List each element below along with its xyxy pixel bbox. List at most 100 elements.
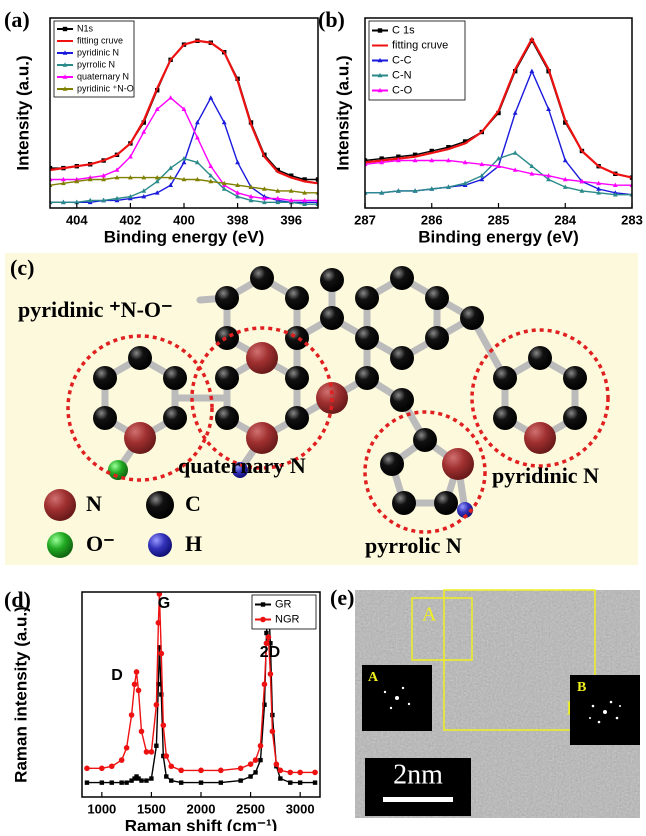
- data-point: [168, 763, 174, 769]
- legend-label: GR: [275, 598, 292, 610]
- data-point: [278, 768, 284, 774]
- y-axis-label: Raman intensity (a.u.): [11, 606, 30, 783]
- x-tick-label: 1000: [87, 801, 116, 816]
- data-point: [235, 160, 240, 164]
- chart-panel: 10001500200025003000Raman shift (cm⁻¹)Ra…: [4, 587, 320, 831]
- panel-label: (b): [318, 7, 345, 32]
- data-point: [258, 743, 264, 749]
- legend-label: N: [86, 491, 102, 516]
- legend-label: fitting cruve: [392, 39, 448, 51]
- x-tick-label: 287: [354, 212, 376, 227]
- data-point: [169, 778, 173, 782]
- inset-label: A: [368, 670, 379, 685]
- data-point: [219, 780, 223, 784]
- data-point: [154, 702, 160, 708]
- data-point: [312, 770, 318, 776]
- data-point: [313, 780, 317, 784]
- data-point: [161, 722, 167, 728]
- data-point: [248, 761, 254, 767]
- data-point: [297, 770, 303, 776]
- scale-bar: [383, 797, 453, 802]
- legend-label: C: [185, 491, 201, 516]
- data-point: [266, 634, 272, 640]
- legend-label: H: [185, 531, 202, 556]
- data-point: [262, 681, 268, 687]
- x-tick-label: 402: [120, 212, 142, 227]
- legend-label: fitting cruve: [77, 35, 123, 45]
- legend-label: C-O: [392, 84, 413, 96]
- data-point: [139, 729, 145, 735]
- data-point: [238, 766, 244, 772]
- data-point: [238, 778, 242, 782]
- peak-label: 2D: [260, 644, 280, 661]
- x-tick-label: 283: [621, 212, 643, 227]
- data-point: [110, 780, 114, 784]
- site-label: pyridinic ⁺N-O⁻: [18, 297, 173, 322]
- data-point: [164, 774, 168, 778]
- data-point: [129, 712, 135, 718]
- series-line: [87, 604, 315, 782]
- panel-label: (d): [4, 587, 31, 612]
- x-tick-label: 285: [488, 212, 510, 227]
- chart-panel: 287286285284283Binding energy (eV)Intens…: [318, 7, 643, 246]
- series-line: [50, 98, 318, 201]
- data-point: [154, 744, 158, 748]
- data-point: [178, 768, 184, 774]
- structure-panel: (c) pyridinic ⁺N-O⁻ quaternary N pyrroli…: [5, 253, 638, 565]
- panel-label: (a): [4, 7, 30, 32]
- x-tick-label: 3000: [286, 801, 315, 816]
- x-tick-label: 284: [554, 212, 576, 227]
- x-tick-label: 398: [227, 212, 249, 227]
- figure: (c) pyridinic ⁺N-O⁻ quaternary N pyrroli…: [0, 0, 646, 831]
- micrograph-panel: (e) A B A B 2nm: [330, 585, 640, 818]
- data-point: [163, 753, 169, 759]
- peak-label: G: [158, 595, 170, 612]
- x-tick-label: 286: [421, 212, 443, 227]
- data-point: [156, 620, 162, 626]
- series-line: [50, 98, 318, 203]
- x-tick-label: 396: [280, 212, 302, 227]
- data-point: [99, 766, 105, 772]
- data-point: [378, 28, 382, 32]
- legend-label: C 1s: [392, 24, 415, 36]
- legend-label: C-N: [392, 69, 412, 81]
- panel-label: (e): [330, 585, 354, 610]
- data-point: [124, 745, 130, 751]
- x-tick-label: 2500: [236, 801, 265, 816]
- data-point: [268, 671, 274, 677]
- legend-label: O⁻: [86, 531, 115, 556]
- data-point: [85, 780, 89, 784]
- data-point: [278, 776, 282, 780]
- data-point: [218, 768, 224, 774]
- x-axis-label: Raman shift (cm⁻¹): [125, 816, 278, 831]
- data-point: [298, 780, 302, 784]
- legend-label: pyrrolic N: [77, 59, 115, 69]
- y-axis-label: Intensity (a.u.): [333, 55, 352, 170]
- legend-label: pyridinic N: [77, 47, 119, 57]
- panel-label: (c): [10, 255, 34, 280]
- data-point: [124, 780, 128, 784]
- scale-bar-label: 2nm: [393, 759, 443, 790]
- data-point: [179, 780, 183, 784]
- data-point: [144, 778, 148, 782]
- data-point: [260, 617, 266, 623]
- legend-label: pyridinic ⁺N-O: [77, 83, 134, 93]
- legend-label: quaternary N: [77, 71, 129, 81]
- data-point: [274, 761, 280, 767]
- data-point: [513, 110, 518, 114]
- data-point: [132, 681, 138, 687]
- data-point: [139, 778, 143, 782]
- data-point: [546, 107, 551, 111]
- data-point: [287, 770, 293, 776]
- region-label: A: [422, 604, 437, 626]
- site-label: pyrrolic N: [365, 533, 462, 558]
- data-point: [119, 757, 125, 763]
- data-point: [119, 780, 123, 784]
- data-point: [84, 766, 90, 772]
- data-point: [253, 770, 257, 774]
- data-point: [529, 69, 534, 73]
- x-tick-label: 2000: [187, 801, 216, 816]
- data-point: [270, 729, 276, 735]
- data-point: [168, 95, 173, 99]
- inset-label: B: [577, 680, 586, 695]
